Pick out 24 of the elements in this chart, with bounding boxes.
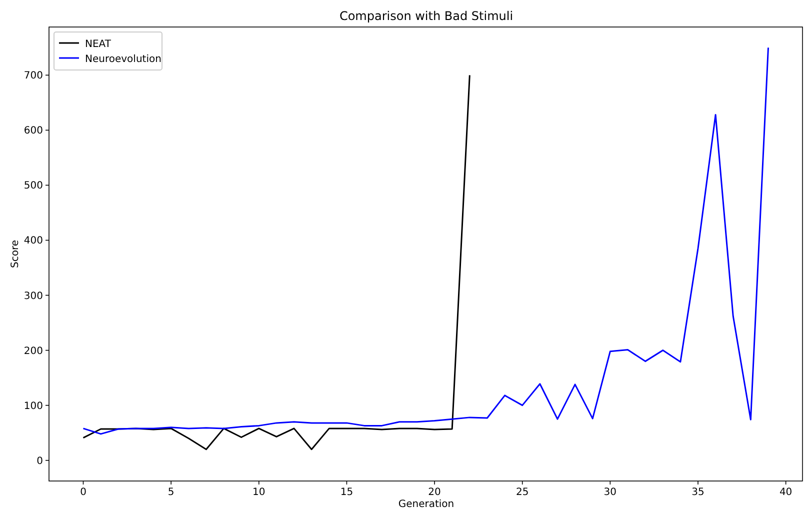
y-tick-label: 500 xyxy=(24,180,43,192)
x-tick-label: 0 xyxy=(80,487,86,498)
x-tick-label: 10 xyxy=(252,487,266,498)
y-tick-label: 0 xyxy=(36,456,43,467)
y-axis-title: Score xyxy=(10,240,21,268)
legend-label: Neuroevolution xyxy=(85,54,162,65)
x-tick-label: 5 xyxy=(168,487,174,498)
x-axis-title: Generation xyxy=(398,499,454,510)
x-tick-label: 40 xyxy=(779,487,792,498)
x-tick-label: 25 xyxy=(516,487,529,498)
y-tick-label: 200 xyxy=(24,346,43,357)
y-tick-label: 100 xyxy=(24,400,43,412)
line-series xyxy=(82,46,769,435)
x-tick-label: 30 xyxy=(604,487,617,498)
y-tick-label: 400 xyxy=(24,236,43,247)
line-series xyxy=(82,74,470,450)
chart-title: Comparison with Bad Stimuli xyxy=(339,9,514,23)
x-tick-label: 20 xyxy=(428,487,441,498)
y-tick-label: 300 xyxy=(24,290,43,302)
x-tick-label: 35 xyxy=(692,487,704,498)
y-tick-label: 600 xyxy=(24,126,43,137)
x-tick-label: 15 xyxy=(340,487,354,498)
y-tick-label: 700 xyxy=(24,70,43,82)
legend-label: NEAT xyxy=(85,39,112,50)
